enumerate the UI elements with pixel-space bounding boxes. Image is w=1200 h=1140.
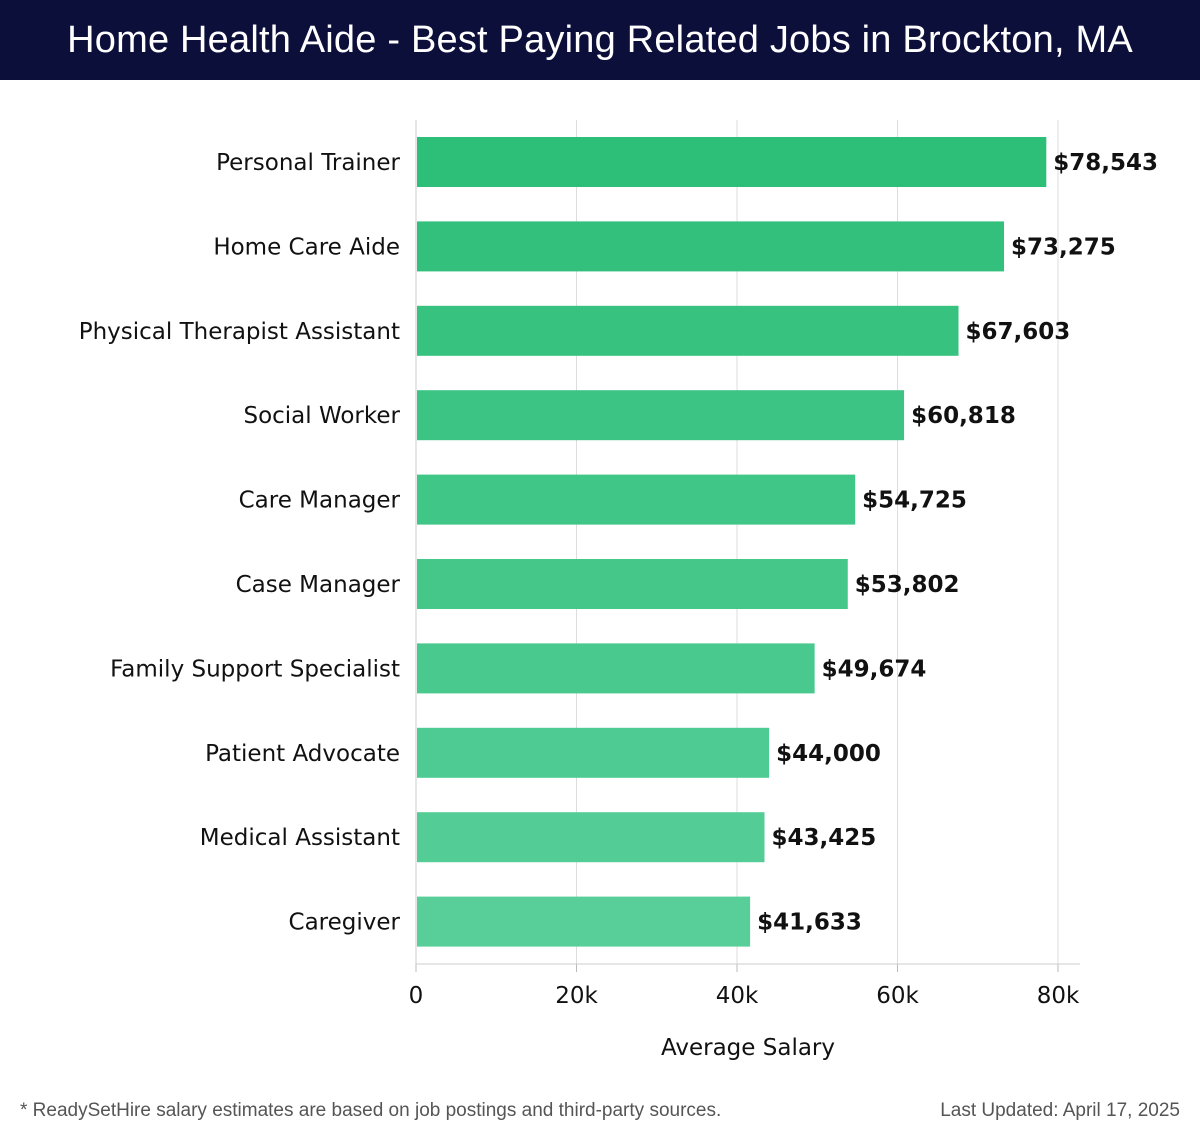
value-label: $53,802 (855, 572, 960, 598)
footnote: * ReadySetHire salary estimates are base… (20, 1100, 722, 1121)
x-tick-label: 20k (555, 983, 598, 1009)
bar (417, 137, 1047, 187)
value-label: $73,275 (1011, 234, 1116, 260)
value-label: $54,725 (862, 488, 967, 514)
category-label: Caregiver (289, 910, 401, 936)
bar (417, 727, 770, 778)
category-label: Social Worker (243, 403, 400, 429)
value-label: $49,674 (822, 656, 927, 682)
category-label: Physical Therapist Assistant (79, 319, 400, 345)
bar (417, 390, 905, 441)
bar-chart: 0 20k 40k 60k 80k Personal Trainer $78,543 Home… (79, 120, 1158, 1061)
last-updated: Last Updated: April 17, 2025 (940, 1100, 1180, 1121)
value-label: $43,425 (771, 825, 876, 851)
chart-title: Home Health Aide - Best Paying Related J… (0, 0, 1200, 80)
bar (417, 896, 751, 947)
category-label: Family Support Specialist (110, 656, 400, 682)
category-label: Case Manager (236, 572, 401, 598)
x-tick-label: 60k (876, 983, 919, 1009)
x-tick-label: 80k (1037, 983, 1080, 1009)
x-tick-label: 40k (716, 983, 759, 1009)
value-label: $60,818 (911, 403, 1016, 429)
bar (417, 474, 856, 525)
bar (417, 643, 815, 694)
value-label: $41,633 (757, 910, 862, 936)
category-label: Medical Assistant (200, 825, 400, 851)
category-label: Patient Advocate (205, 741, 400, 767)
bar (417, 305, 959, 356)
x-tick-label: 0 (409, 983, 424, 1009)
bar (417, 812, 765, 863)
x-axis-label: Average Salary (661, 1035, 835, 1061)
bar (417, 559, 848, 609)
value-label: $67,603 (966, 319, 1071, 345)
category-label: Personal Trainer (216, 150, 400, 176)
category-label: Care Manager (239, 488, 401, 514)
category-label: Home Care Aide (213, 234, 400, 260)
value-label: $78,543 (1053, 150, 1158, 176)
bar (417, 221, 1005, 272)
value-label: $44,000 (776, 741, 881, 767)
